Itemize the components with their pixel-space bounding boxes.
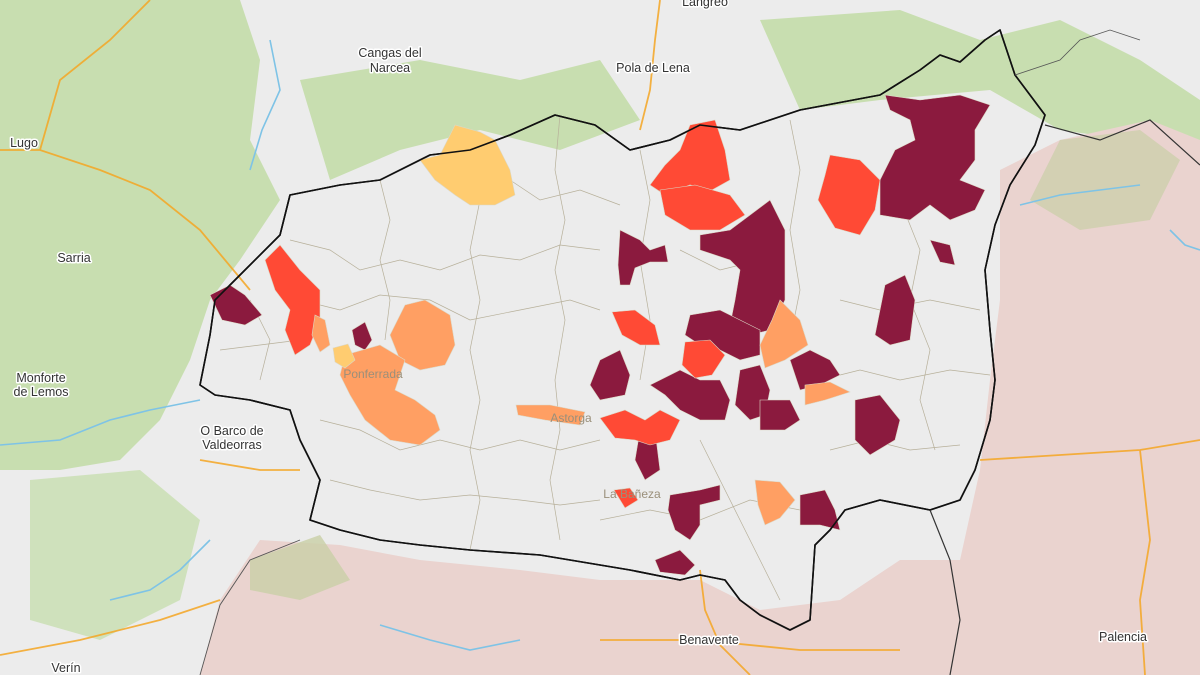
label-verin: Verín bbox=[51, 661, 80, 675]
label-ponferrada: Ponferrada bbox=[343, 367, 403, 381]
place-labels: Langreo Cangas del Narcea Pola de Lena L… bbox=[9, 0, 1149, 675]
label-pola-de-lena: Pola de Lena bbox=[616, 61, 690, 75]
regional-boundary-southwest bbox=[199, 539, 301, 675]
label-cangas-2: Narcea bbox=[370, 61, 410, 75]
label-sarria: Sarria bbox=[57, 251, 90, 265]
label-monforte-2: de Lemos bbox=[14, 385, 69, 399]
class-high-areas bbox=[264, 119, 881, 509]
class-medium-areas bbox=[311, 299, 851, 526]
label-benavente: Benavente bbox=[679, 633, 739, 647]
palencia-region bbox=[960, 120, 1200, 675]
label-cangas: Cangas del bbox=[358, 46, 421, 60]
label-monforte: Monforte bbox=[16, 371, 65, 385]
class-low-areas bbox=[332, 124, 516, 369]
regional-boundary-south bbox=[929, 509, 961, 675]
regional-boundary-north bbox=[1014, 29, 1141, 76]
label-astorga: Astorga bbox=[550, 411, 592, 425]
water-features bbox=[0, 39, 1200, 651]
forest-areas bbox=[0, 0, 1200, 640]
label-la-baneza: La Bañeza bbox=[603, 487, 661, 501]
label-langreo: Langreo bbox=[682, 0, 728, 9]
east-forest bbox=[1030, 130, 1180, 230]
regional-boundary-east bbox=[1044, 119, 1200, 166]
zamora-region bbox=[200, 540, 960, 675]
class-highest-areas bbox=[209, 94, 991, 576]
label-lugo: Lugo bbox=[10, 136, 38, 150]
label-palencia: Palencia bbox=[1099, 630, 1147, 644]
label-barco: O Barco de bbox=[200, 424, 263, 438]
south-forest bbox=[250, 535, 350, 600]
label-barco-2: Valdeorras bbox=[202, 438, 262, 452]
